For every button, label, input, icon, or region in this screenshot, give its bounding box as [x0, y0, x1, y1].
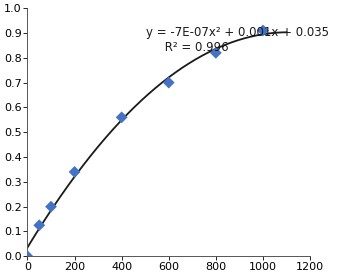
Point — [72, 170, 77, 174]
Point — [25, 254, 30, 259]
Point — [213, 51, 218, 55]
Point — [260, 28, 266, 33]
Point — [119, 115, 125, 120]
Text: y = -7E-07x² + 0.001x + 0.035
     R² = 0.996: y = -7E-07x² + 0.001x + 0.035 R² = 0.996 — [146, 26, 329, 54]
Point — [48, 205, 54, 209]
Point — [166, 80, 172, 85]
Point — [36, 223, 42, 227]
